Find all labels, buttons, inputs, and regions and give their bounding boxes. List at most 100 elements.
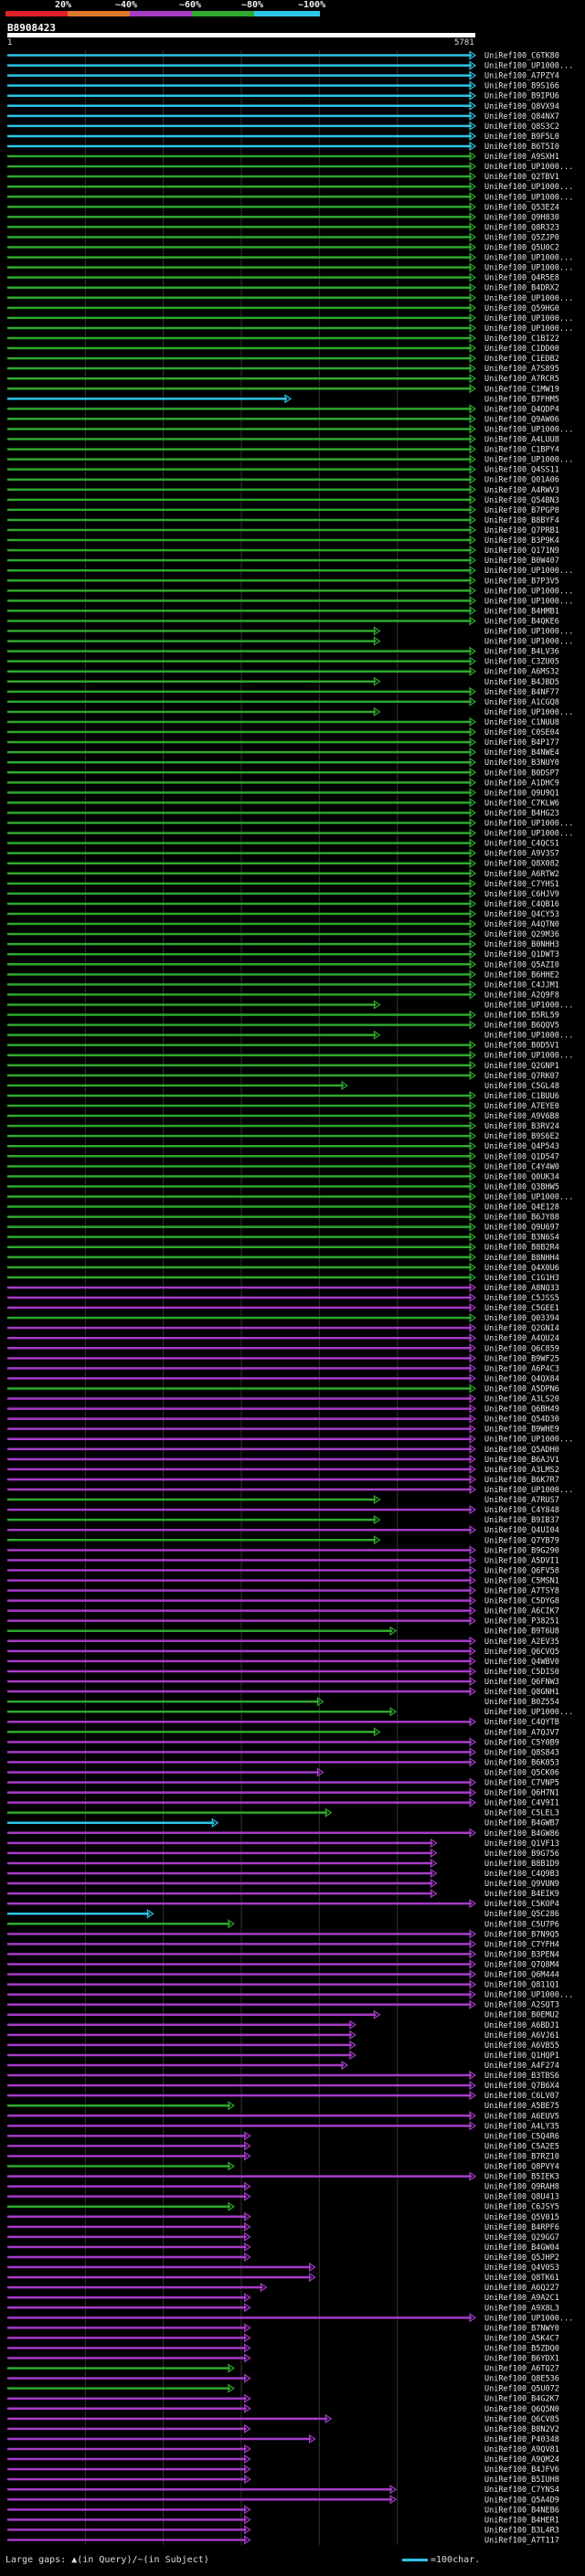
hit-label[interactable]: UniRef100_A6EUV5: [484, 2112, 559, 2121]
hit-label[interactable]: UniRef100_C5A2E5: [484, 2142, 559, 2151]
hit-label[interactable]: UniRef100_C1NUU8: [484, 718, 559, 727]
hit-label[interactable]: UniRef100_B7NWY0: [484, 2324, 559, 2333]
hit-label[interactable]: UniRef100_B7RZ10: [484, 2152, 559, 2161]
hit-row[interactable]: UniRef100_B9IB37: [7, 1515, 559, 1525]
hit-label[interactable]: UniRef100_A6TQ27: [484, 2365, 559, 2374]
hit-row[interactable]: UniRef100_B4RPF6: [7, 2221, 559, 2232]
hit-label[interactable]: UniRef100_A6VB55: [484, 2041, 559, 2051]
hit-row[interactable]: UniRef100_UP1000...: [7, 1030, 573, 1041]
hit-row[interactable]: UniRef100_B6QQV5: [7, 1020, 559, 1031]
hit-row[interactable]: UniRef100_Q0UK34: [7, 1171, 559, 1182]
hit-row[interactable]: UniRef100_B4JFV6: [7, 2464, 559, 2475]
hit-label[interactable]: UniRef100_B4P177: [484, 738, 559, 747]
hit-label[interactable]: UniRef100_C4Q9B3: [484, 1870, 559, 1879]
hit-label[interactable]: UniRef100_UP1000...: [484, 254, 573, 263]
hit-row[interactable]: UniRef100_B5IEK3: [7, 2171, 559, 2182]
hit-label[interactable]: UniRef100_A4LY35: [484, 2122, 559, 2131]
hit-label[interactable]: UniRef100_UP1000...: [484, 1193, 573, 1202]
hit-label[interactable]: UniRef100_B4RPF6: [484, 2223, 559, 2232]
hit-label[interactable]: UniRef100_Q7PRB1: [484, 526, 559, 535]
hit-label[interactable]: UniRef100_Q8VX94: [484, 102, 559, 111]
hit-label[interactable]: UniRef100_UP1000...: [484, 183, 573, 192]
hit-row[interactable]: UniRef100_A4F274: [7, 2060, 559, 2071]
hit-row[interactable]: UniRef100_UP1000...: [7, 323, 573, 334]
hit-row[interactable]: UniRef100_Q7RK07: [7, 1070, 559, 1081]
hit-row[interactable]: UniRef100_B6K053: [7, 1757, 559, 1767]
hit-row[interactable]: UniRef100_A4RWV3: [7, 484, 559, 495]
hit-row[interactable]: UniRef100_Q7YB79: [7, 1535, 559, 1545]
hit-row[interactable]: UniRef100_UP1000...: [7, 566, 573, 576]
hit-row[interactable]: UniRef100_B7NWY0: [7, 2323, 559, 2333]
hit-row[interactable]: UniRef100_B6K7R7: [7, 1474, 559, 1485]
hit-label[interactable]: UniRef100_B7PGP8: [484, 506, 559, 515]
hit-row[interactable]: UniRef100_Q4E128: [7, 1202, 559, 1213]
hit-row[interactable]: UniRef100_C7YHS1: [7, 878, 559, 889]
hit-row[interactable]: UniRef100_A6EUV5: [7, 2111, 559, 2121]
hit-row[interactable]: UniRef100_A2EV35: [7, 1636, 559, 1647]
hit-label[interactable]: UniRef100_P38251: [484, 1617, 559, 1627]
hit-label[interactable]: UniRef100_UP1000...: [484, 1991, 573, 2000]
hit-row[interactable]: UniRef100_B9WF25: [7, 1353, 559, 1363]
hit-row[interactable]: UniRef100_B4JBD5: [7, 676, 559, 687]
hit-row[interactable]: UniRef100_UP1000...: [7, 1707, 573, 1717]
hit-label[interactable]: UniRef100_A3LMS2: [484, 1466, 559, 1475]
hit-label[interactable]: UniRef100_B4NWE4: [484, 748, 559, 758]
hit-label[interactable]: UniRef100_Q2TBV1: [484, 173, 559, 182]
hit-row[interactable]: UniRef100_UP1000...: [7, 1050, 573, 1061]
hit-label[interactable]: UniRef100_Q84NX7: [484, 112, 559, 122]
hit-row[interactable]: UniRef100_A7PZY4: [7, 70, 559, 81]
hit-row[interactable]: UniRef100_A9SXH1: [7, 151, 559, 162]
hit-label[interactable]: UniRef100_A6VJ61: [484, 2031, 559, 2041]
hit-label[interactable]: UniRef100_A4RWV3: [484, 486, 559, 495]
hit-row[interactable]: UniRef100_UP1000...: [7, 192, 573, 202]
hit-label[interactable]: UniRef100_B8N2V2: [484, 2425, 559, 2434]
hit-label[interactable]: UniRef100_C4JJM1: [484, 981, 559, 990]
hit-label[interactable]: UniRef100_A6RTW2: [484, 870, 559, 879]
hit-row[interactable]: UniRef100_Q9VUN9: [7, 1878, 559, 1889]
hit-row[interactable]: UniRef100_UP1000...: [7, 182, 573, 192]
hit-label[interactable]: UniRef100_Q8U413: [484, 2193, 559, 2202]
hit-row[interactable]: UniRef100_UP1000...: [7, 313, 573, 323]
hit-label[interactable]: UniRef100_B9T6U8: [484, 1627, 559, 1637]
hit-label[interactable]: UniRef100_Q6CVQ5: [484, 1648, 559, 1657]
hit-label[interactable]: UniRef100_B9G290: [484, 1546, 559, 1555]
hit-row[interactable]: UniRef100_UP1000...: [7, 586, 573, 596]
hit-row[interactable]: UniRef100_UP1000...: [7, 454, 573, 465]
hit-row[interactable]: UniRef100_B3RV24: [7, 1120, 559, 1131]
hit-label[interactable]: UniRef100_UP1000...: [484, 324, 573, 334]
hit-label[interactable]: UniRef100_B3P9K4: [484, 536, 559, 546]
hit-label[interactable]: UniRef100_Q8S3C2: [484, 122, 559, 132]
hit-row[interactable]: UniRef100_B6T5I0: [7, 141, 559, 152]
hit-label[interactable]: UniRef100_C4Y4W0: [484, 1162, 559, 1171]
hit-row[interactable]: UniRef100_A7QJV7: [7, 1727, 559, 1737]
hit-row[interactable]: UniRef100_UP1000...: [7, 2313, 573, 2323]
hit-row[interactable]: UniRef100_C7YNS4: [7, 2485, 559, 2495]
hit-label[interactable]: UniRef100_Q5ZJP0: [484, 233, 559, 242]
hit-row[interactable]: UniRef100_Q1D547: [7, 1151, 559, 1161]
hit-label[interactable]: UniRef100_B3NUY0: [484, 758, 559, 768]
hit-row[interactable]: UniRef100_B3TBS6: [7, 2070, 559, 2081]
hit-label[interactable]: UniRef100_A7PZY4: [484, 72, 559, 81]
hit-label[interactable]: UniRef100_A7QJV7: [484, 1728, 559, 1737]
hit-label[interactable]: UniRef100_C4QYTB: [484, 1718, 559, 1727]
hit-row[interactable]: UniRef100_Q8VX94: [7, 101, 559, 111]
hit-row[interactable]: UniRef100_UP1000...: [7, 818, 573, 829]
hit-label[interactable]: UniRef100_B8B2R4: [484, 1244, 559, 1253]
hit-label[interactable]: UniRef100_A4LUU8: [484, 436, 559, 445]
hit-row[interactable]: UniRef100_B9G290: [7, 1545, 559, 1555]
hit-label[interactable]: UniRef100_B7P3V5: [484, 577, 559, 586]
hit-row[interactable]: UniRef100_Q1DWT3: [7, 949, 559, 959]
hit-label[interactable]: UniRef100_C1BPY4: [484, 446, 559, 455]
hit-row[interactable]: UniRef100_C5LEL3: [7, 1807, 559, 1818]
hit-label[interactable]: UniRef100_B6HHE2: [484, 970, 559, 980]
hit-row[interactable]: UniRef100_Q4CY53: [7, 908, 559, 919]
hit-label[interactable]: UniRef100_Q4CY53: [484, 910, 559, 919]
hit-row[interactable]: UniRef100_Q6Q5N0: [7, 2403, 559, 2414]
hit-row[interactable]: UniRef100_Q5C286: [7, 1909, 559, 1919]
hit-row[interactable]: UniRef100_A5DPN6: [7, 1383, 559, 1394]
hit-row[interactable]: UniRef100_UP1000...: [7, 1192, 573, 1202]
hit-label[interactable]: UniRef100_Q811Q1: [484, 1981, 559, 1990]
hit-row[interactable]: UniRef100_C4QYTB: [7, 1717, 559, 1727]
hit-row[interactable]: UniRef100_C5JSS5: [7, 1292, 559, 1303]
hit-row[interactable]: UniRef100_A6MS32: [7, 666, 559, 677]
